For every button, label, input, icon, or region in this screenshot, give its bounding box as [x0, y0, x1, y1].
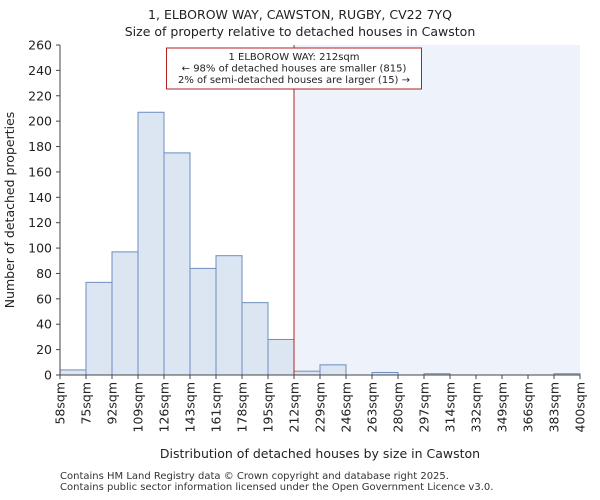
- annotation-line-1: 1 ELBOROW WAY: 212sqm: [229, 52, 360, 63]
- y-tick-label: 140: [28, 190, 52, 205]
- y-tick-label: 220: [28, 88, 52, 103]
- attribution-line-1: Contains HM Land Registry data © Crown c…: [60, 471, 449, 482]
- y-tick-label: 0: [44, 368, 52, 383]
- bar-161sqm: [215, 255, 243, 376]
- y-tick-label: 60: [36, 291, 52, 306]
- y-axis-label: Number of detached properties: [2, 112, 17, 309]
- x-tick-label: 178sqm: [235, 382, 250, 432]
- bar-58sqm: [59, 369, 87, 376]
- annotation-line-3: 2% of semi-detached houses are larger (1…: [178, 75, 410, 86]
- y-tick-label: 100: [28, 241, 52, 256]
- x-tick-label: 400sqm: [573, 382, 588, 432]
- x-tick-label: 212sqm: [287, 382, 302, 432]
- x-tick-label: 246sqm: [339, 382, 354, 432]
- x-tick-label: 332sqm: [469, 382, 484, 432]
- x-tick-label: 314sqm: [443, 382, 458, 432]
- x-tick-label: 92sqm: [105, 382, 120, 425]
- annotation-box: [166, 47, 422, 90]
- x-tick-label: 161sqm: [209, 382, 224, 432]
- y-tick-label: 240: [28, 63, 52, 78]
- x-tick-label: 383sqm: [547, 382, 562, 432]
- attribution-line-2: Contains public sector information licen…: [60, 482, 494, 493]
- x-tick-label: 280sqm: [391, 382, 406, 432]
- x-tick-label: 229sqm: [313, 382, 328, 432]
- bar-212sqm: [293, 370, 321, 376]
- axes: 0 20 40 60 80 100 120 140 160 180 200 220 240 260 58sq…: [28, 38, 587, 433]
- y-tick-label: 160: [28, 164, 52, 179]
- x-tick-label: 366sqm: [521, 382, 536, 432]
- bar-229sqm: [319, 364, 347, 376]
- x-tick-label: 297sqm: [417, 382, 432, 432]
- bar-195sqm: [267, 338, 295, 376]
- larger-than-property-region: [294, 45, 580, 375]
- x-tick-label: 109sqm: [131, 382, 146, 432]
- bar-109sqm: [137, 111, 165, 376]
- attribution-footer: Contains HM Land Registry data © Crown c…: [60, 471, 493, 493]
- histogram-chart: 0 20 40 60 80 100 120 140 160 180 200 220 240 260 58sq…: [2, 38, 588, 462]
- x-tick-label: 195sqm: [261, 382, 276, 432]
- x-tick-label: 143sqm: [183, 382, 198, 432]
- chart-title: 1, ELBOROW WAY, CAWSTON, RUGBY, CV22 7YQ: [148, 7, 452, 22]
- bar-75sqm: [85, 281, 113, 376]
- x-tick-label: 58sqm: [53, 382, 68, 425]
- bar-92sqm: [111, 251, 139, 376]
- y-tick-label: 40: [36, 317, 52, 332]
- x-tick-label: 126sqm: [157, 382, 172, 432]
- x-axis-label: Distribution of detached houses by size …: [160, 446, 480, 461]
- bar-143sqm: [189, 267, 217, 376]
- x-tick-label: 263sqm: [365, 382, 380, 432]
- x-tick-label: 349sqm: [495, 382, 510, 432]
- bars: [59, 111, 581, 376]
- y-tick-label: 120: [28, 215, 52, 230]
- y-tick-label: 180: [28, 139, 52, 154]
- y-tick-label: 200: [28, 114, 52, 129]
- bar-126sqm: [163, 152, 191, 376]
- y-tick-label: 260: [28, 38, 52, 53]
- annotation-line-2: ← 98% of detached houses are smaller (81…: [182, 64, 407, 75]
- property-annotation: 1 ELBOROW WAY: 212sqm← 98% of detached h…: [166, 47, 422, 90]
- chart-title-block: 1, ELBOROW WAY, CAWSTON, RUGBY, CV22 7YQ…: [0, 6, 600, 40]
- x-tick-label: 75sqm: [79, 382, 94, 425]
- y-tick-label: 80: [36, 266, 52, 281]
- bar-178sqm: [241, 302, 269, 376]
- y-tick-label: 20: [36, 342, 52, 357]
- chart-subtitle: Size of property relative to detached ho…: [124, 24, 476, 39]
